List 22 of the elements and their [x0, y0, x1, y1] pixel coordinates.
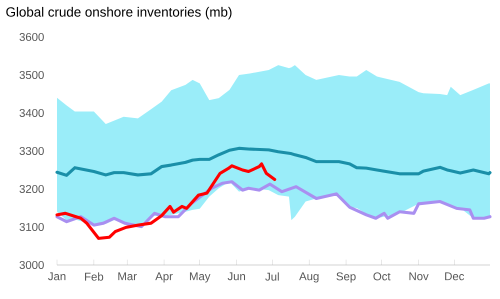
y-tick-label: 3100: [20, 222, 44, 231]
x-tick-label: Feb: [85, 272, 104, 281]
line-series: [55, 162, 276, 240]
y-tick-label: 3200: [20, 184, 44, 193]
x-tick-label: Nov: [409, 272, 429, 280]
chart-title: Global crude onshore inventories (mb): [6, 6, 232, 20]
x-tick-label: Jun: [228, 272, 246, 280]
x-tick-label: Mar: [118, 272, 137, 280]
x-tick-label: Jan: [48, 272, 66, 280]
y-tick-label: 3300: [20, 146, 44, 155]
x-tick-label: Apr: [155, 272, 173, 282]
x-tick-label: Sep: [336, 272, 356, 283]
x-tick-label: Jul: [265, 272, 279, 281]
y-tick-label: 3000: [20, 260, 44, 269]
y-tick-label: 3400: [20, 108, 44, 117]
x-tick-label: May: [190, 272, 210, 282]
x-tick-label: Oct: [373, 272, 390, 280]
x-tick-label: Aug: [299, 272, 319, 282]
y-tick-label: 3500: [20, 70, 44, 80]
y-tick-label: 3600: [20, 33, 44, 42]
line-series: [55, 146, 492, 177]
x-tick-label: Dec: [445, 272, 464, 280]
